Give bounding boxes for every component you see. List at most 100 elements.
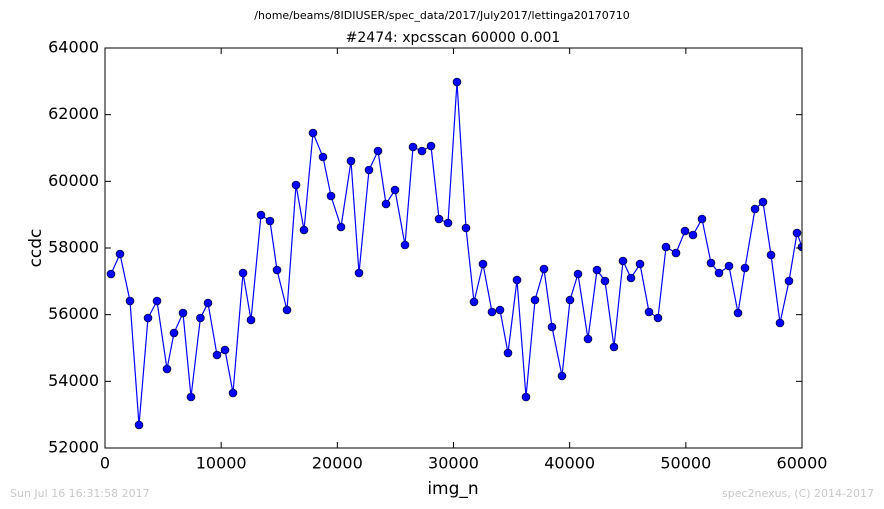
- x-tick-label: 10000: [196, 454, 247, 473]
- x-tick-label: 60000: [777, 454, 828, 473]
- marker: [503, 348, 513, 358]
- marker: [346, 156, 356, 166]
- marker: [733, 308, 743, 318]
- marker: [212, 350, 222, 360]
- marker: [134, 420, 144, 430]
- plot-frame: [104, 47, 803, 449]
- marker: [478, 259, 488, 269]
- marker: [565, 295, 575, 305]
- marker: [539, 264, 549, 274]
- y-tick-label: 54000: [48, 371, 99, 390]
- x-tick-label: 50000: [660, 454, 711, 473]
- marker: [618, 256, 628, 266]
- marker: [162, 364, 172, 374]
- y-tick-label: 64000: [48, 38, 99, 57]
- marker: [115, 249, 125, 259]
- marker: [308, 128, 318, 138]
- marker: [272, 265, 282, 275]
- marker: [186, 392, 196, 402]
- footer-left: Sun Jul 16 16:31:58 2017: [10, 487, 150, 500]
- marker: [203, 298, 213, 308]
- marker: [750, 204, 760, 214]
- marker: [152, 296, 162, 306]
- marker: [792, 228, 802, 238]
- marker: [706, 258, 716, 268]
- marker: [626, 273, 636, 283]
- marker: [583, 334, 593, 344]
- marker: [169, 328, 179, 338]
- x-tick-label: 20000: [312, 454, 363, 473]
- marker: [318, 152, 328, 162]
- marker: [220, 345, 230, 355]
- marker: [373, 146, 383, 156]
- marker: [178, 308, 188, 318]
- marker: [775, 318, 785, 328]
- marker: [644, 307, 654, 317]
- y-axis-label: ccdc: [26, 229, 46, 268]
- y-tick-label: 58000: [48, 238, 99, 257]
- marker: [766, 250, 776, 260]
- marker: [238, 268, 248, 278]
- y-tick-label: 52000: [48, 438, 99, 457]
- marker: [417, 146, 427, 156]
- marker: [228, 388, 238, 398]
- marker: [487, 307, 497, 317]
- marker: [653, 313, 663, 323]
- marker: [443, 218, 453, 228]
- marker: [661, 242, 671, 252]
- marker: [680, 226, 690, 236]
- marker: [326, 191, 336, 201]
- marker: [408, 142, 418, 152]
- marker: [469, 297, 479, 307]
- marker: [635, 259, 645, 269]
- marker: [547, 322, 557, 332]
- marker: [592, 265, 602, 275]
- marker: [740, 263, 750, 273]
- y-tick-label: 62000: [48, 104, 99, 123]
- marker: [495, 305, 505, 315]
- marker: [381, 199, 391, 209]
- marker: [609, 342, 619, 352]
- footer-right: spec2nexus, (C) 2014-2017: [722, 487, 874, 500]
- marker: [797, 242, 802, 252]
- x-axis-label: img_n: [427, 479, 478, 499]
- marker: [784, 276, 794, 286]
- marker: [426, 141, 436, 151]
- marker: [125, 296, 135, 306]
- marker: [724, 261, 734, 271]
- marker: [390, 185, 400, 195]
- marker: [461, 223, 471, 233]
- marker: [106, 269, 116, 279]
- y-tick-label: 60000: [48, 171, 99, 190]
- x-tick-label: 30000: [428, 454, 479, 473]
- marker: [265, 216, 275, 226]
- marker: [530, 295, 540, 305]
- marker: [336, 222, 346, 232]
- line: [110, 81, 802, 426]
- marker: [671, 248, 681, 258]
- marker: [256, 210, 266, 220]
- marker: [434, 214, 444, 224]
- marker: [512, 275, 522, 285]
- marker: [714, 268, 724, 278]
- marker: [246, 315, 256, 325]
- x-tick-label: 0: [100, 454, 110, 473]
- marker: [557, 371, 567, 381]
- marker: [521, 392, 531, 402]
- marker: [354, 268, 364, 278]
- marker: [573, 269, 583, 279]
- y-tick-label: 56000: [48, 304, 99, 323]
- marker: [282, 305, 292, 315]
- marker: [452, 77, 462, 87]
- marker: [688, 230, 698, 240]
- marker: [758, 197, 768, 207]
- marker: [196, 313, 205, 323]
- marker: [400, 240, 410, 250]
- marker: [600, 276, 610, 286]
- marker: [143, 313, 153, 323]
- x-tick-label: 40000: [544, 454, 595, 473]
- plot-area: [106, 77, 802, 430]
- suptitle: /home/beams/8IDIUSER/spec_data/2017/July…: [254, 9, 629, 22]
- chart-title: #2474: xpcsscan 60000 0.001: [346, 30, 561, 46]
